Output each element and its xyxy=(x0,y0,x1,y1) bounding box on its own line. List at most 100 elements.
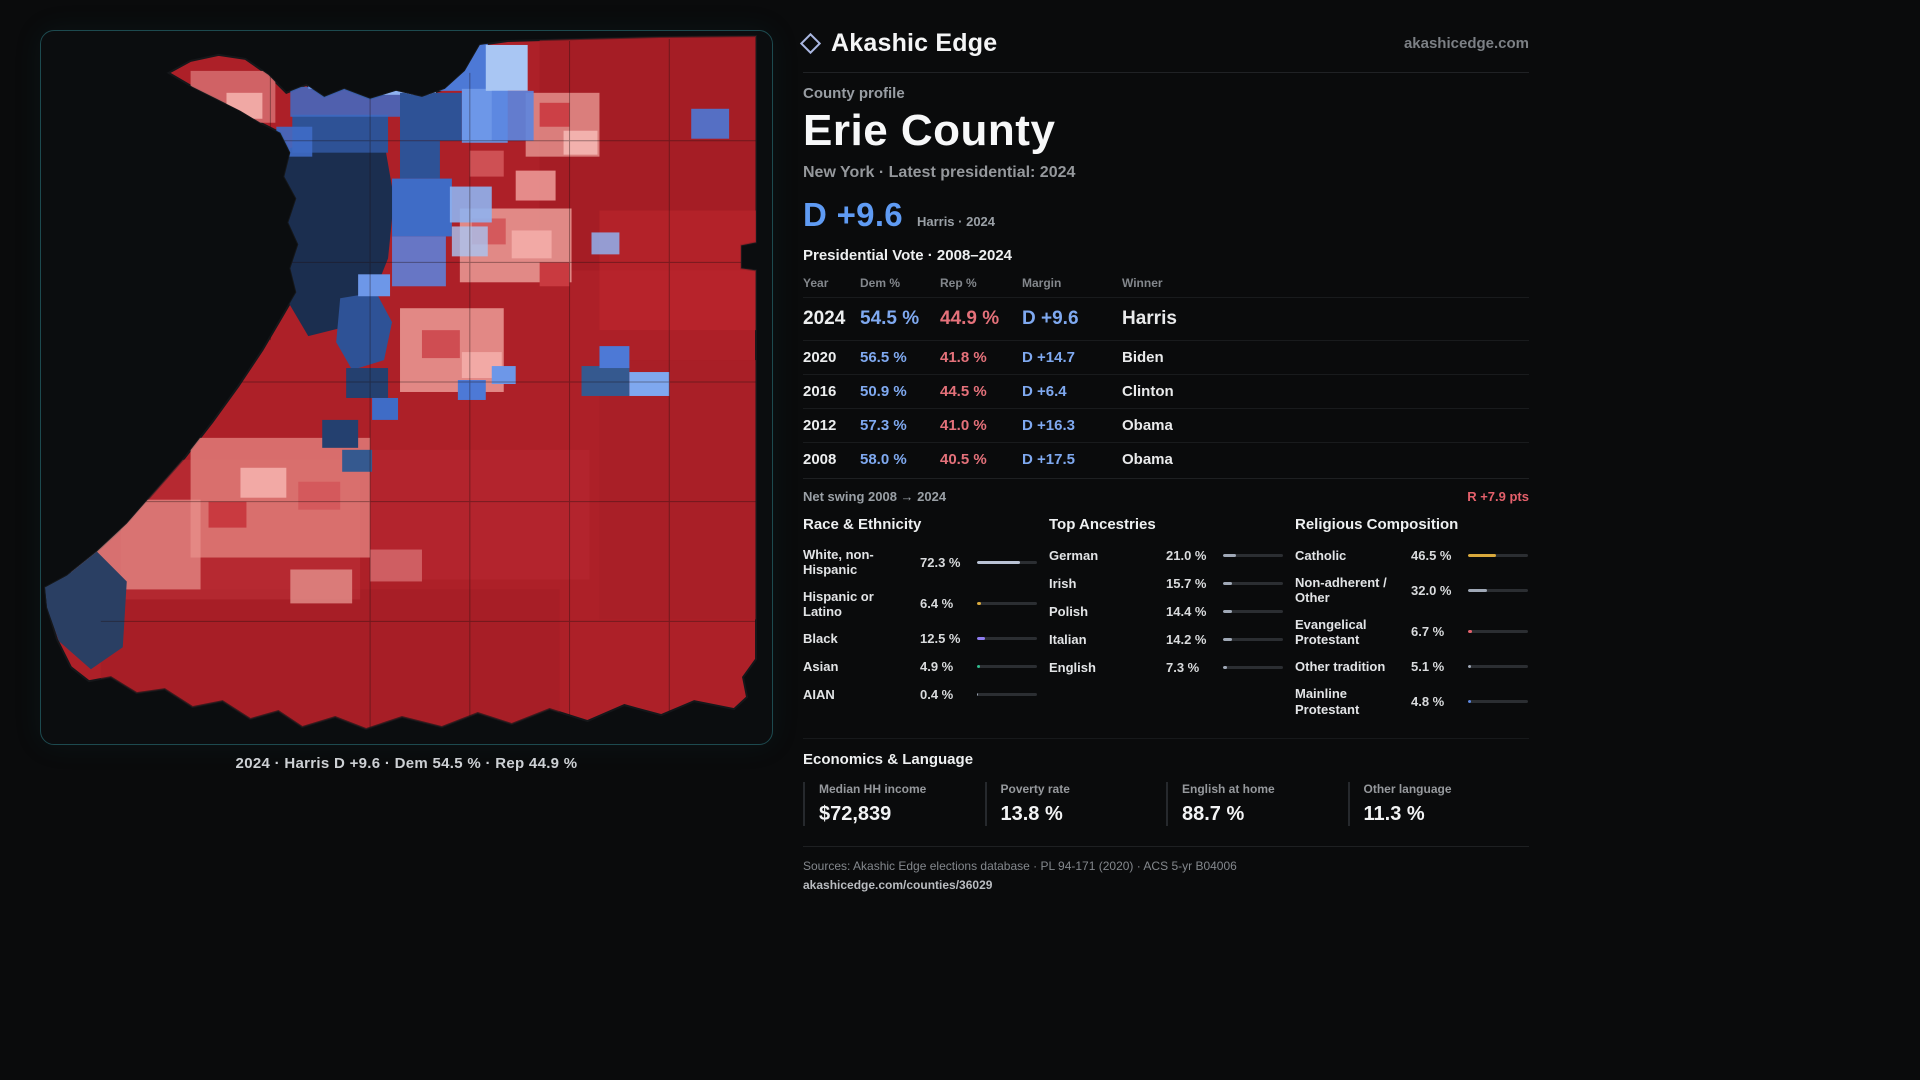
row-value: 14.2 % xyxy=(1166,632,1207,647)
table-row: 2024 54.5 % 44.9 % D +9.6 Harris xyxy=(803,297,1529,340)
row-label: Black xyxy=(803,631,838,647)
list-item: Mainline Protestant 4.8 % xyxy=(1295,686,1528,717)
row-value: 15.7 % xyxy=(1166,576,1207,591)
county-precinct-map-panel[interactable] xyxy=(40,30,773,745)
site-header: Akashic Edge akashicedge.com xyxy=(799,24,1529,62)
cell-year: 2008 xyxy=(803,451,837,468)
row-label: Irish xyxy=(1049,575,1077,591)
vote-table-header: Year Dem % Rep % Margin Winner xyxy=(803,270,1529,297)
stat-bar xyxy=(1223,638,1283,641)
list-item: Asian 4.9 % xyxy=(803,658,1037,675)
cell-dem: 50.9 % xyxy=(860,383,907,400)
cell-year: 2020 xyxy=(803,349,837,366)
stat-bar xyxy=(1468,665,1528,669)
stat-bar xyxy=(1468,630,1528,634)
row-label: English xyxy=(1049,659,1096,675)
cell-margin: D +9.6 xyxy=(1022,308,1079,329)
permalink[interactable]: akashicedge.com/counties/36029 xyxy=(803,877,993,892)
page-title: Erie County xyxy=(803,106,1056,155)
headline-margin-value: D +9.6 xyxy=(803,196,903,233)
cell-margin: D +16.3 xyxy=(1022,417,1075,434)
cell-rep: 41.0 % xyxy=(940,417,987,434)
list-item: Non-adherent / Other 32.0 % xyxy=(1295,575,1528,606)
row-label: AIAN xyxy=(803,687,835,703)
cell-margin: D +14.7 xyxy=(1022,349,1075,366)
list-item: English 7.3 % xyxy=(1049,659,1283,676)
page-subtitle: New York · Latest presidential: 2024 xyxy=(803,164,1076,181)
stat-value: 13.8 % xyxy=(1000,802,1063,825)
col-winner: Winner xyxy=(1122,276,1163,290)
row-label: Asian xyxy=(803,659,839,675)
vote-table: Year Dem % Rep % Margin Winner 2024 54.5… xyxy=(803,270,1529,476)
row-label: Catholic xyxy=(1295,547,1347,563)
row-value: 14.4 % xyxy=(1166,604,1207,619)
stat-bar xyxy=(977,693,1037,697)
stat-value: 11.3 % xyxy=(1363,802,1425,825)
map-democratic-precincts xyxy=(44,40,730,670)
list-item: Black 12.5 % xyxy=(803,630,1037,647)
stat-label: Other language xyxy=(1363,781,1452,796)
header-divider xyxy=(803,72,1529,73)
cell-rep: 40.5 % xyxy=(940,451,987,468)
stat-bar xyxy=(977,637,1037,641)
list-item: Other tradition 5.1 % xyxy=(1295,658,1528,675)
sources-text: Sources: Akashic Edge elections database… xyxy=(803,858,1237,873)
cell-winner: Obama xyxy=(1122,451,1173,468)
map-caption: 2024 · Harris D +9.6 · Dem 54.5 % · Rep … xyxy=(235,755,578,772)
ancestries-title: Top Ancestries xyxy=(1049,516,1156,533)
stat-poverty-rate: Poverty rate 13.8 % xyxy=(984,781,1167,826)
footer: Sources: Akashic Edge elections database… xyxy=(803,845,1529,892)
stat-value: $72,839 xyxy=(819,802,892,825)
row-label: Hispanic or Latino xyxy=(803,588,874,619)
demographics-section: Race & Ethnicity White, non-Hispanic 72.… xyxy=(803,516,1529,728)
row-label: Mainline Protestant xyxy=(1295,686,1360,717)
cell-winner: Obama xyxy=(1122,417,1173,434)
list-item: White, non-Hispanic 72.3 % xyxy=(803,547,1037,578)
stat-bar xyxy=(977,560,1037,564)
race-title: Race & Ethnicity xyxy=(803,516,922,533)
site-url-link[interactable]: akashicedge.com xyxy=(1403,34,1529,52)
religion-column: Religious Composition Catholic 46.5 % No… xyxy=(1295,516,1528,728)
county-map[interactable] xyxy=(41,31,772,744)
list-item: Hispanic or Latino 6.4 % xyxy=(803,589,1037,620)
row-value: 4.8 % xyxy=(1411,694,1445,710)
ancestries-column: Top Ancestries German 21.0 % Irish 15.7 … xyxy=(1049,516,1283,728)
kicker: County profile xyxy=(803,85,905,102)
list-item: Irish 15.7 % xyxy=(1049,575,1283,592)
row-value: 21.0 % xyxy=(1166,548,1207,563)
economics-stats: Median HH income $72,839 Poverty rate 13… xyxy=(803,781,1530,826)
stat-other-language: Other language 11.3 % xyxy=(1347,781,1530,826)
col-margin: Margin xyxy=(1022,276,1062,290)
row-value: 6.4 % xyxy=(920,596,954,612)
table-row: 2008 58.0 % 40.5 % D +17.5 Obama xyxy=(803,442,1529,476)
stat-bar xyxy=(1223,554,1283,557)
cell-winner: Clinton xyxy=(1122,383,1174,400)
cell-dem: 58.0 % xyxy=(860,451,907,468)
list-item: Italian 14.2 % xyxy=(1049,631,1283,648)
cell-dem: 56.5 % xyxy=(860,349,907,366)
net-swing-label: Net swing 2008 → 2024 xyxy=(803,489,947,504)
cell-year: 2012 xyxy=(803,417,837,434)
col-dem: Dem % xyxy=(860,276,901,290)
row-label: Non-adherent / Other xyxy=(1295,575,1387,606)
row-value: 7.3 % xyxy=(1166,660,1200,675)
row-value: 4.9 % xyxy=(920,659,954,675)
stat-bar xyxy=(1223,666,1283,669)
row-value: 46.5 % xyxy=(1411,548,1452,563)
stat-value: 88.7 % xyxy=(1182,802,1245,825)
row-value: 32.0 % xyxy=(1411,582,1452,598)
stat-bar xyxy=(977,665,1037,669)
stat-bar xyxy=(1468,554,1528,557)
row-label: White, non-Hispanic xyxy=(803,547,874,578)
row-value: 72.3 % xyxy=(920,554,961,570)
list-item: AIAN 0.4 % xyxy=(803,686,1037,703)
cell-rep: 44.5 % xyxy=(940,383,987,400)
row-label: German xyxy=(1049,547,1099,563)
cell-winner: Biden xyxy=(1122,349,1164,366)
stat-bar xyxy=(1468,700,1528,704)
row-value: 5.1 % xyxy=(1411,659,1445,675)
stat-label: Poverty rate xyxy=(1000,781,1070,796)
headline-margin-block: D +9.6 Harris · 2024 xyxy=(803,196,1529,234)
stat-bar xyxy=(1468,588,1528,592)
brand-home-link[interactable]: Akashic Edge xyxy=(799,29,997,58)
